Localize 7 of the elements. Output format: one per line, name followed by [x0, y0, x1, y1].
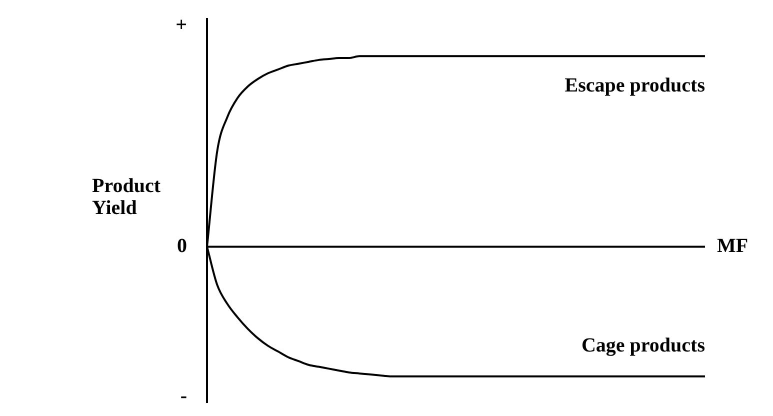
x-axis-title: MF — [717, 234, 748, 257]
text: 0 — [177, 234, 187, 257]
text: - — [180, 385, 187, 408]
y-axis-title: Product Yield — [92, 174, 161, 219]
series-label: Escape products — [564, 74, 706, 96]
series-label: Cage products — [581, 334, 706, 356]
text: + — [176, 14, 187, 36]
